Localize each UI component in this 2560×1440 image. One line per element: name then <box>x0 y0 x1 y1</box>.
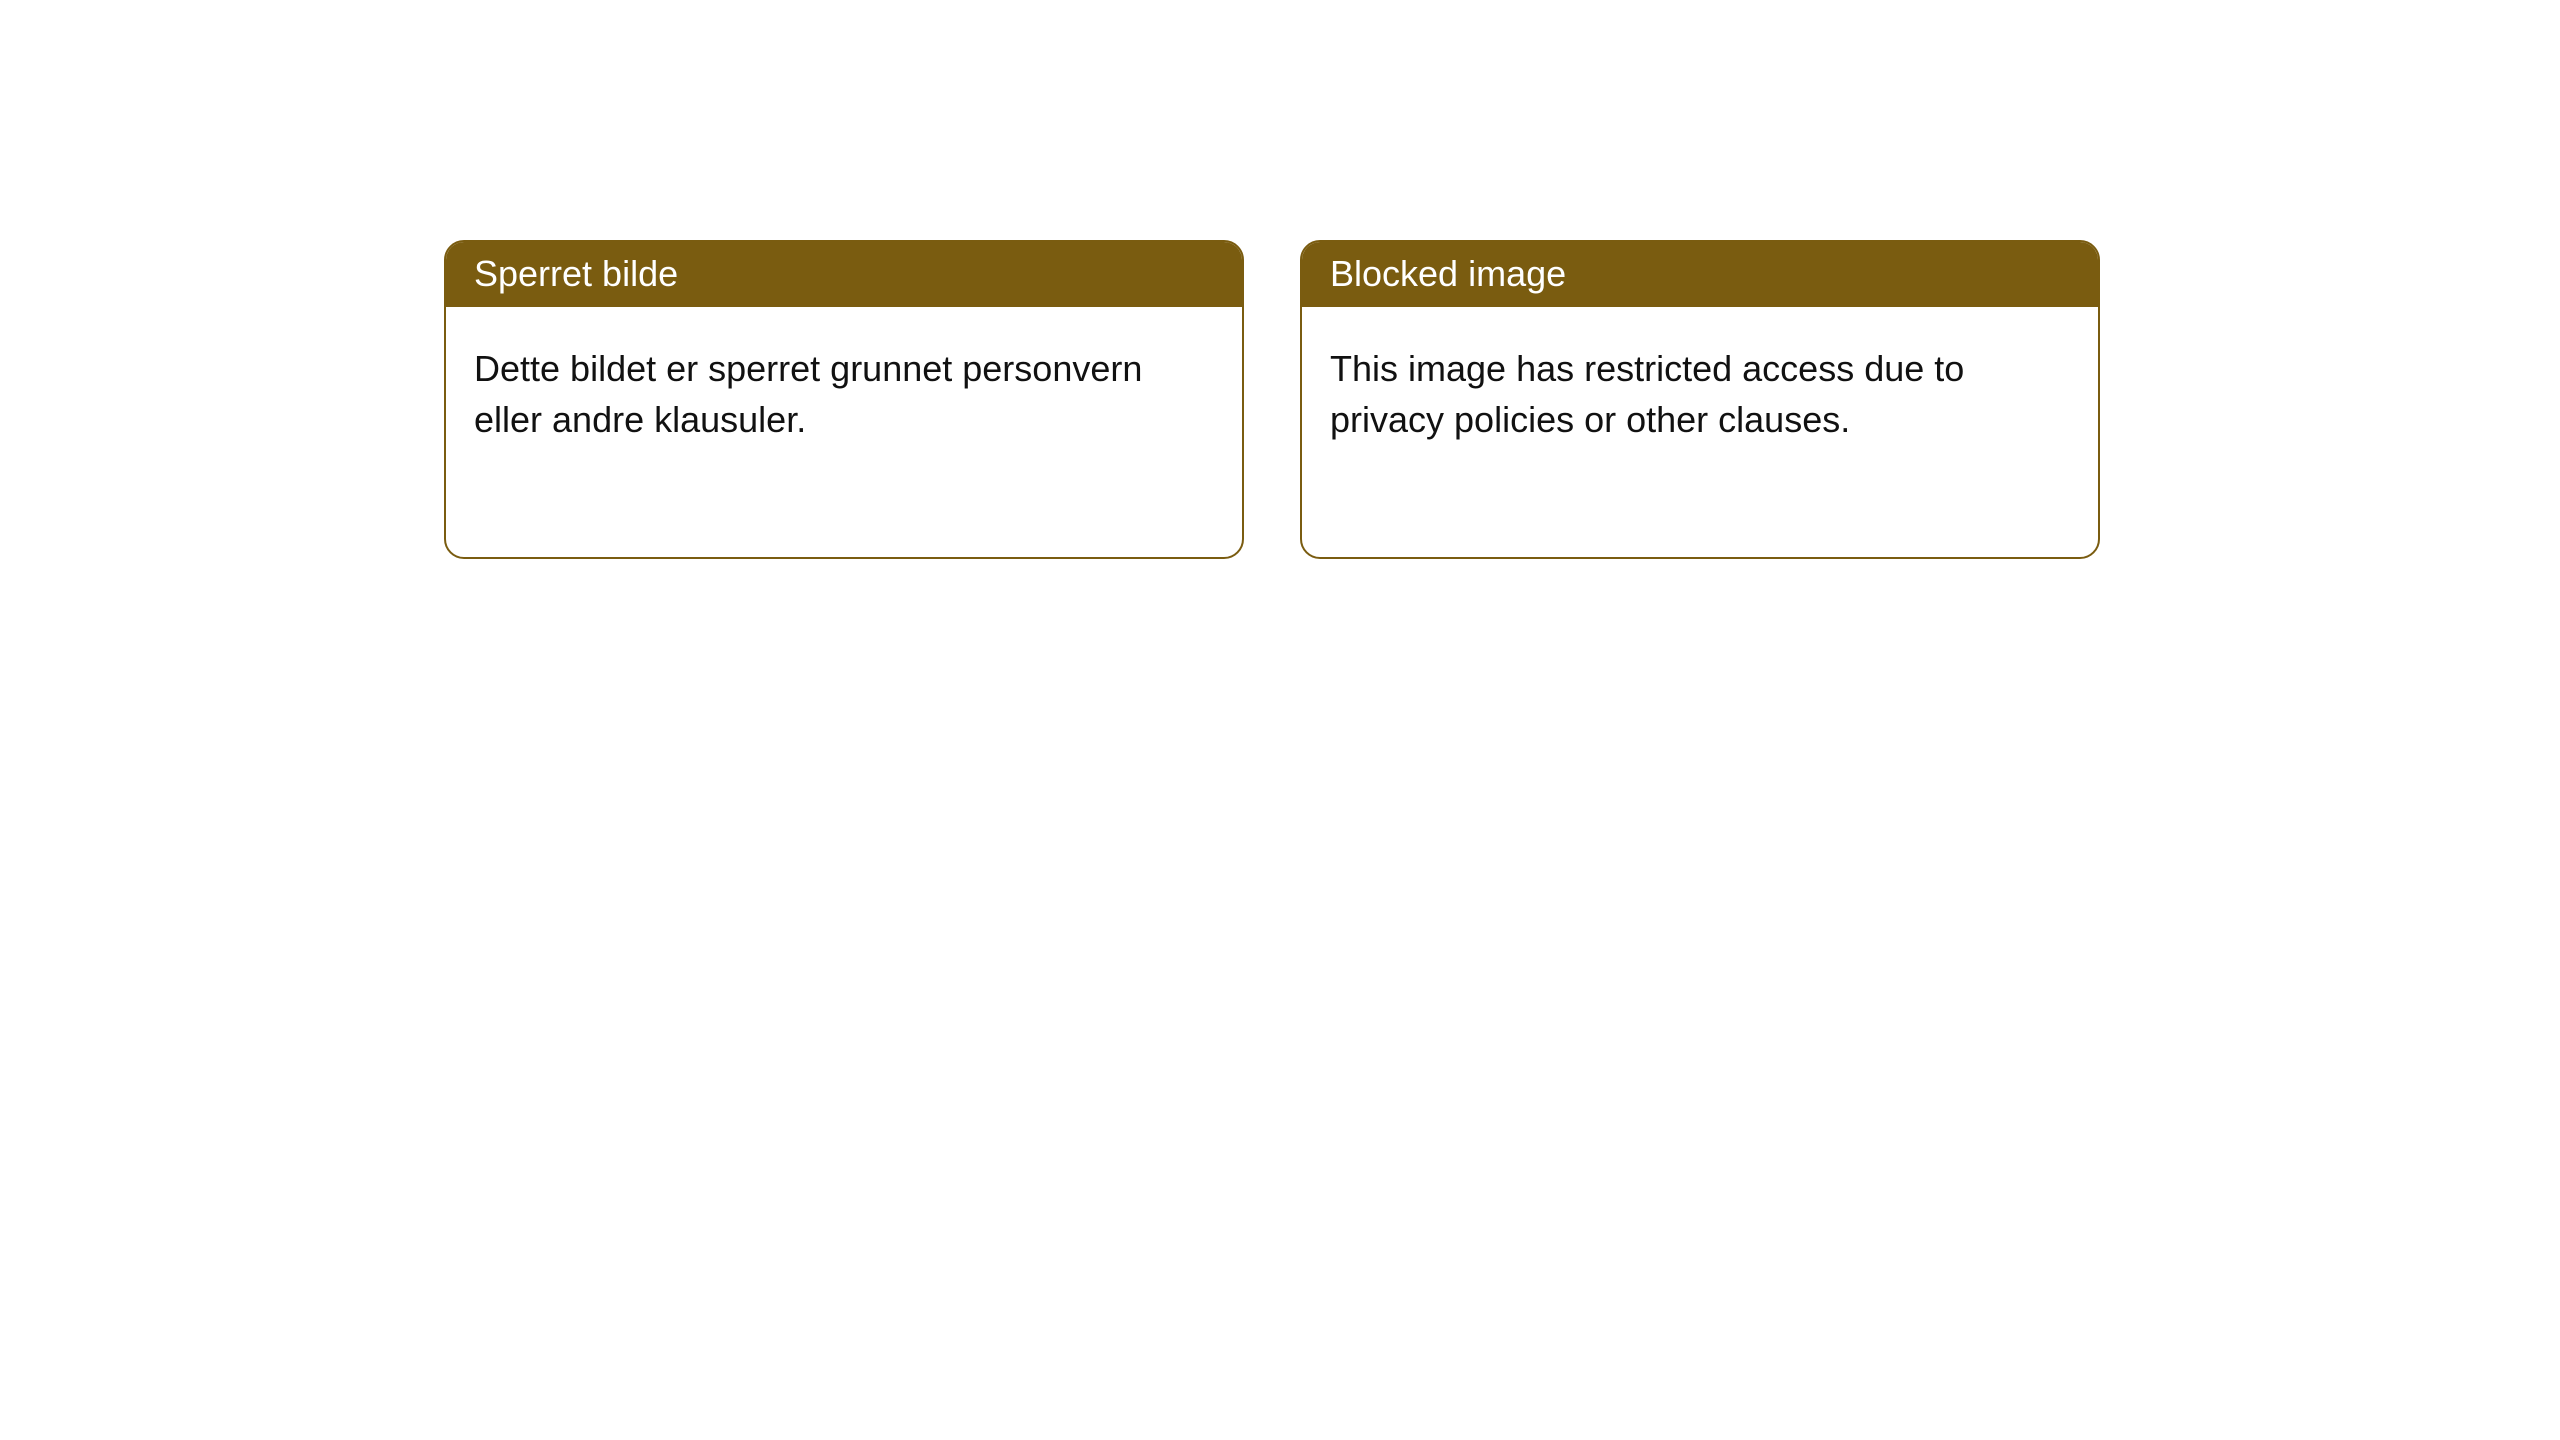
notice-card-norwegian: Sperret bilde Dette bildet er sperret gr… <box>444 240 1244 559</box>
notice-body-english: This image has restricted access due to … <box>1302 307 2098 557</box>
notice-header-english: Blocked image <box>1302 242 2098 307</box>
notice-cards-container: Sperret bilde Dette bildet er sperret gr… <box>444 240 2100 559</box>
notice-card-english: Blocked image This image has restricted … <box>1300 240 2100 559</box>
notice-header-norwegian: Sperret bilde <box>446 242 1242 307</box>
notice-body-norwegian: Dette bildet er sperret grunnet personve… <box>446 307 1242 557</box>
